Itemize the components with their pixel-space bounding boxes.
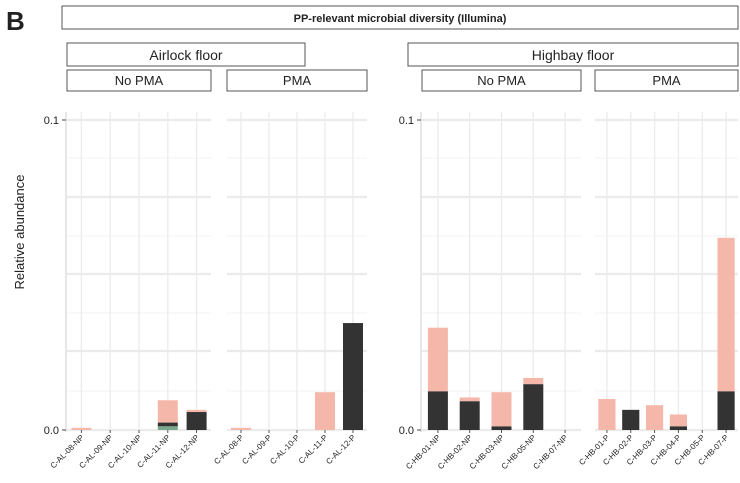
- bar-segment-dark: [523, 384, 544, 430]
- bar-segment-pink: [598, 399, 616, 430]
- bar-segment-dark: [622, 409, 640, 430]
- facet-strip-label: PMA: [652, 73, 681, 88]
- bar-segment-pink: [427, 327, 448, 392]
- group-strip: [66, 42, 306, 67]
- bar-segment-pink: [231, 427, 251, 430]
- bar-segment-dark: [717, 391, 735, 430]
- y-tick-label: 0.0: [44, 425, 59, 437]
- bar-segment-pink: [186, 409, 207, 413]
- facet-strip-label: No PMA: [115, 73, 164, 88]
- bar-segment-pink: [71, 427, 92, 430]
- title-strip: [61, 5, 739, 30]
- chart-title: PP-relevant microbial diversity (Illumin…: [294, 13, 507, 25]
- bar-segment-pink: [523, 377, 544, 385]
- x-tick-label: C-AL-12-P: [324, 433, 357, 466]
- panel-label: B: [6, 6, 25, 36]
- bar-segment-dark: [669, 426, 687, 430]
- facet-strip-label: No PMA: [477, 73, 526, 88]
- bar-segment-pink: [669, 414, 687, 427]
- x-tick-label: C-AL-10-P: [268, 433, 301, 466]
- y-tick-label: 0.0: [399, 425, 414, 437]
- bar-segment-pink: [459, 397, 480, 402]
- bar-segment-dark: [491, 426, 512, 430]
- bar-segment-dark: [343, 323, 363, 430]
- x-tick-label: C-HB-07-NP: [531, 433, 569, 471]
- bar-segment-dark: [427, 391, 448, 430]
- group-strip-label: Highbay floor: [532, 47, 615, 63]
- y-axis-label: Relative abundance: [12, 175, 27, 290]
- y-tick-label: 0.1: [44, 115, 59, 127]
- group-strip: [407, 42, 739, 67]
- facet-strip-label: PMA: [283, 73, 312, 88]
- facet-strip: [66, 69, 212, 92]
- facet-strips: Airlock floor No PMA PMA Highbay floor No PM…: [66, 42, 739, 92]
- group-strip-label: Airlock floor: [149, 47, 222, 63]
- facet-strip: [226, 69, 368, 92]
- bar-segment-green: [157, 426, 178, 430]
- bar-segment-pink: [157, 400, 178, 423]
- bar-segment-pink: [315, 392, 335, 430]
- bar-segment-dark: [186, 412, 207, 430]
- grid-layer: [67, 112, 738, 432]
- bars-layer: [71, 237, 735, 430]
- y-tick-label: 0.1: [399, 115, 414, 127]
- facet-strip: [421, 69, 582, 92]
- bar-segment-dark: [157, 422, 178, 427]
- facet-strip: [594, 69, 739, 92]
- bar-segment-pink: [717, 237, 735, 392]
- bar-segment-pink: [491, 392, 512, 427]
- bar-segment-pink: [646, 405, 664, 430]
- bar-segment-dark: [459, 401, 480, 430]
